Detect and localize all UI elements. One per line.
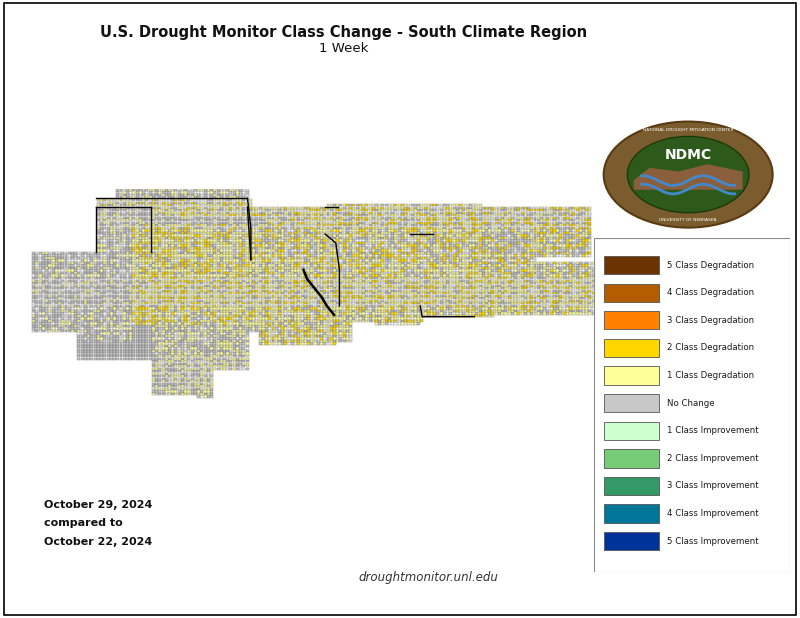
Text: 2 Class Degradation: 2 Class Degradation — [667, 344, 754, 352]
Text: No Change: No Change — [667, 399, 714, 408]
Text: 4 Class Improvement: 4 Class Improvement — [667, 509, 758, 518]
Bar — [604, 394, 659, 412]
Text: U.S. Drought Monitor Class Change - South Climate Region: U.S. Drought Monitor Class Change - Sout… — [101, 25, 587, 40]
Text: October 22, 2024: October 22, 2024 — [44, 537, 152, 547]
Text: compared to: compared to — [44, 519, 122, 528]
Bar — [604, 256, 659, 274]
Text: 1 Class Improvement: 1 Class Improvement — [667, 426, 758, 435]
Text: droughtmonitor.unl.edu: droughtmonitor.unl.edu — [358, 571, 498, 584]
Bar — [604, 504, 659, 523]
Bar — [604, 366, 659, 384]
Text: NATIONAL DROUGHT MITIGATION CENTER: NATIONAL DROUGHT MITIGATION CENTER — [643, 127, 734, 132]
Polygon shape — [634, 165, 742, 189]
Text: 2 Class Improvement: 2 Class Improvement — [667, 454, 758, 463]
Text: NDMC: NDMC — [665, 148, 712, 163]
Text: 3 Class Improvement: 3 Class Improvement — [667, 481, 758, 491]
Text: 4 Class Degradation: 4 Class Degradation — [667, 288, 754, 297]
Text: October 29, 2024: October 29, 2024 — [44, 500, 152, 510]
Text: UNIVERSITY OF NEBRASKA: UNIVERSITY OF NEBRASKA — [659, 218, 717, 222]
Text: 3 Class Degradation: 3 Class Degradation — [667, 316, 754, 325]
Bar — [604, 421, 659, 440]
Bar — [604, 476, 659, 495]
Bar — [604, 532, 659, 551]
Bar — [604, 449, 659, 467]
Bar — [604, 284, 659, 302]
Bar — [604, 311, 659, 329]
Text: 5 Class Improvement: 5 Class Improvement — [667, 536, 758, 546]
Text: 1 Class Degradation: 1 Class Degradation — [667, 371, 754, 380]
Circle shape — [627, 137, 749, 213]
Bar — [604, 339, 659, 357]
Circle shape — [604, 122, 773, 227]
Text: 1 Week: 1 Week — [319, 41, 369, 55]
Text: 5 Class Degradation: 5 Class Degradation — [667, 261, 754, 269]
